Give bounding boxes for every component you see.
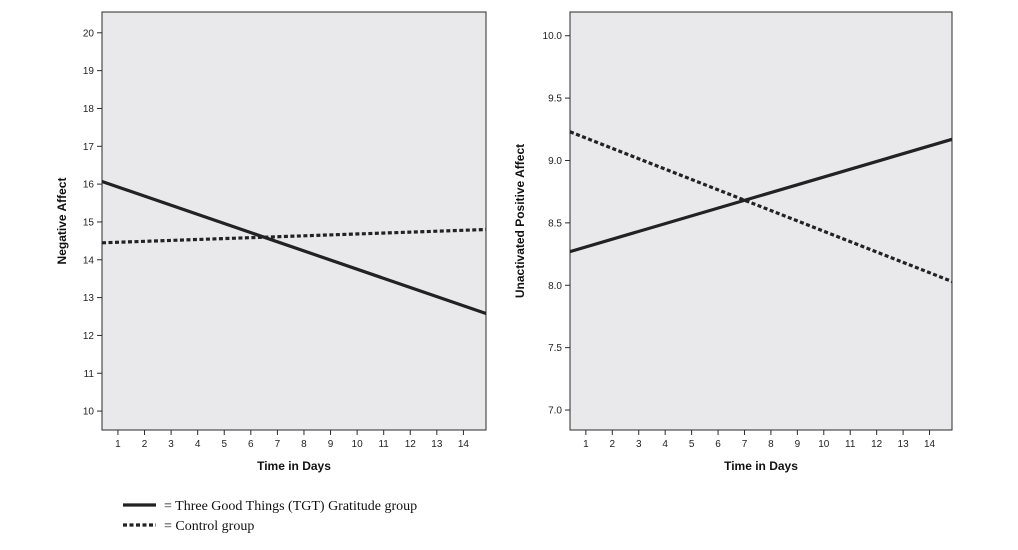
y-tick-label: 15 (83, 217, 95, 228)
x-tick-label: 4 (662, 439, 668, 450)
positive-affect-plot-area (569, 11, 953, 431)
legend-control-label: = Control group (164, 519, 254, 534)
x-tick-label: 9 (795, 439, 801, 450)
y-tick-label: 11 (84, 369, 95, 380)
legend-tgt-label: = Three Good Things (TGT) Gratitude grou… (164, 499, 417, 514)
y-tick-label: 12 (83, 331, 95, 342)
y-tick-label: 16 (83, 180, 95, 191)
x-tick-label: 1 (583, 439, 589, 450)
x-tick-label: 6 (248, 439, 254, 450)
x-tick-label: 10 (352, 439, 364, 450)
x-tick-label: 14 (458, 439, 470, 450)
y-tick-label: 20 (83, 28, 95, 39)
y-axis-title: Unactivated Positive Affect (513, 144, 527, 298)
x-tick-label: 3 (168, 439, 174, 450)
y-tick-label: 7.0 (548, 406, 562, 417)
y-tick-label: 10.0 (543, 31, 563, 42)
x-tick-label: 11 (378, 439, 389, 450)
x-tick-label: 6 (715, 439, 721, 450)
y-tick-label: 10 (83, 407, 95, 418)
y-tick-label: 13 (83, 293, 95, 304)
y-tick-label: 17 (83, 142, 95, 153)
x-tick-label: 10 (818, 439, 830, 450)
x-tick-label: 9 (328, 439, 334, 450)
x-axis-title: Time in Days (724, 459, 798, 473)
y-tick-label: 18 (83, 104, 95, 115)
x-tick-label: 8 (768, 439, 774, 450)
x-axis-title: Time in Days (257, 459, 331, 473)
x-tick-label: 12 (871, 439, 883, 450)
x-tick-label: 7 (742, 439, 748, 450)
x-tick-label: 7 (275, 439, 281, 450)
x-tick-label: 2 (610, 439, 616, 450)
positive-affect-panel: 7.07.58.08.59.09.510.01 2 3 4 5 6 7 8 9 10 11 12 13 1… (513, 11, 953, 473)
x-tick-label: 2 (142, 439, 148, 450)
y-tick-label: 14 (83, 255, 95, 266)
x-tick-label: 5 (689, 439, 695, 450)
x-tick-label: 5 (221, 439, 227, 450)
negative-affect-plot-area (101, 11, 487, 431)
y-tick-label: 8.0 (548, 281, 562, 292)
control-series-line (569, 130, 953, 283)
control-series-line (101, 227, 487, 245)
tgt-gratitude-series-line (569, 137, 953, 254)
x-tick-label: 11 (845, 439, 856, 450)
x-tick-label: 13 (431, 439, 443, 450)
y-tick-label: 8.5 (548, 218, 562, 229)
y-tick-label: 9.5 (548, 94, 562, 105)
x-tick-label: 13 (898, 439, 910, 450)
y-tick-label: 19 (83, 66, 95, 77)
legend: = Three Good Things (TGT) Gratitude grou… (123, 499, 417, 534)
y-axis-title: Negative Affect (55, 178, 69, 265)
x-tick-label: 4 (195, 439, 201, 450)
y-tick-label: 9.0 (548, 156, 562, 167)
tgt-gratitude-series-line (101, 179, 487, 316)
x-tick-label: 8 (301, 439, 307, 450)
y-tick-label: 7.5 (548, 343, 562, 354)
x-tick-label: 3 (636, 439, 642, 450)
x-tick-label: 12 (405, 439, 417, 450)
x-tick-label: 14 (924, 439, 936, 450)
x-tick-label: 1 (115, 439, 121, 450)
